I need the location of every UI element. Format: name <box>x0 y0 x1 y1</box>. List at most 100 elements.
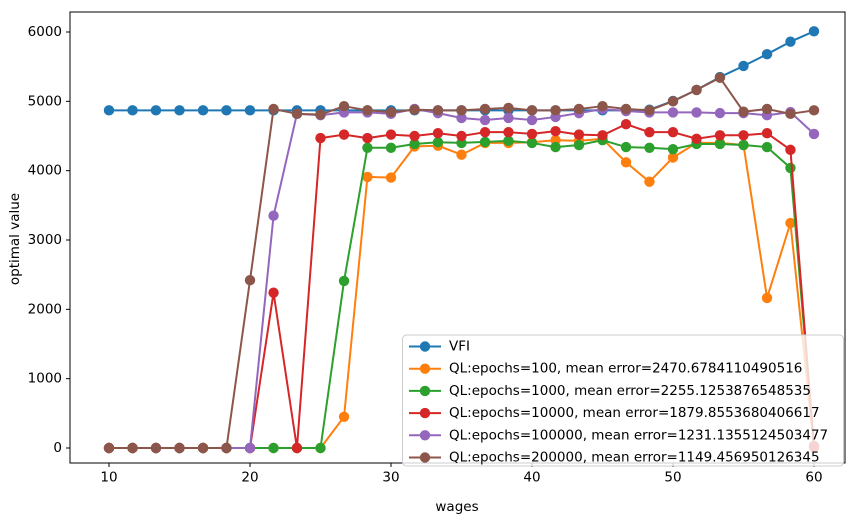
data-point-marker <box>667 143 679 155</box>
data-point-marker <box>385 129 397 140</box>
data-point-marker <box>714 130 726 141</box>
data-point-marker <box>761 141 773 153</box>
data-point-marker <box>103 442 115 454</box>
data-point-marker <box>667 126 679 138</box>
data-point-marker <box>409 104 420 115</box>
legend-label: QL:epochs=10000, mean error=1879.8553680… <box>449 405 820 421</box>
legend-marker-icon <box>419 385 431 397</box>
data-point-marker <box>644 105 655 116</box>
data-point-marker <box>714 138 726 150</box>
data-point-marker <box>573 139 585 151</box>
data-point-marker <box>479 136 491 148</box>
data-point-marker <box>644 126 655 138</box>
data-point-marker <box>573 103 585 115</box>
data-point-marker <box>338 411 350 422</box>
data-point-marker <box>150 105 162 116</box>
data-point-marker <box>761 128 773 139</box>
data-point-marker <box>526 137 538 149</box>
data-point-marker <box>268 103 279 115</box>
data-point-marker <box>127 442 138 454</box>
data-point-marker <box>174 442 185 454</box>
data-point-marker <box>761 48 773 60</box>
data-point-marker <box>315 442 326 454</box>
data-point-marker <box>268 287 279 298</box>
x-tick-label: 20 <box>241 470 258 486</box>
data-point-marker <box>691 84 702 96</box>
data-point-marker <box>644 176 655 187</box>
data-point-marker <box>456 105 467 116</box>
x-tick-label: 50 <box>664 470 681 486</box>
data-point-marker <box>385 106 397 118</box>
data-point-marker <box>691 133 702 144</box>
y-axis-label: optimal value <box>7 192 23 286</box>
data-point-marker <box>714 72 726 83</box>
data-point-marker <box>573 129 585 140</box>
data-point-marker <box>479 103 491 115</box>
data-point-marker <box>315 109 326 120</box>
data-point-marker <box>503 112 514 124</box>
data-point-marker <box>785 36 796 47</box>
data-point-marker <box>785 217 796 229</box>
data-point-marker <box>808 105 820 116</box>
data-point-marker <box>174 105 185 116</box>
data-point-marker <box>197 442 209 454</box>
data-point-marker <box>291 442 303 454</box>
data-point-marker <box>808 128 820 140</box>
data-point-marker <box>667 96 679 107</box>
data-point-marker <box>385 172 397 183</box>
data-point-marker <box>761 103 773 115</box>
data-point-marker <box>456 112 467 124</box>
y-tick-label: 3000 <box>28 232 62 248</box>
x-tick-label: 60 <box>805 470 822 486</box>
legend-entry: QL:epochs=100, mean error=2470.678411049… <box>409 361 802 377</box>
data-point-marker <box>738 139 749 151</box>
y-tick-label: 4000 <box>28 163 62 179</box>
data-point-marker <box>550 141 561 153</box>
legend-marker-icon <box>419 341 431 352</box>
data-point-marker <box>503 135 514 147</box>
legend-label: QL:epochs=100000, mean error=1231.135512… <box>449 427 828 443</box>
data-point-marker <box>409 130 420 142</box>
data-point-marker <box>456 149 467 160</box>
data-point-marker <box>620 103 632 115</box>
data-point-marker <box>479 114 491 126</box>
data-point-marker <box>620 157 632 168</box>
data-point-marker <box>221 105 232 116</box>
data-point-marker <box>244 275 256 286</box>
data-point-marker <box>432 137 444 148</box>
y-tick-label: 2000 <box>28 301 62 317</box>
data-point-marker <box>479 126 491 138</box>
data-point-marker <box>785 108 796 120</box>
legend-label: VFI <box>449 339 470 355</box>
data-point-marker <box>244 442 256 454</box>
legend-label: QL:epochs=200000, mean error=1149.456950… <box>449 450 820 466</box>
data-point-marker <box>268 442 279 454</box>
y-tick-label: 6000 <box>28 24 62 40</box>
data-point-marker <box>291 108 303 120</box>
legend-label: QL:epochs=1000, mean error=2255.12538765… <box>449 383 811 399</box>
legend-marker-icon <box>419 452 431 463</box>
legend-entry: QL:epochs=100000, mean error=1231.135512… <box>409 427 828 443</box>
data-point-marker <box>526 114 538 126</box>
data-point-marker <box>761 292 773 304</box>
data-point-marker <box>667 152 679 163</box>
x-tick-label: 40 <box>523 470 540 486</box>
data-point-marker <box>456 130 467 142</box>
legend-marker-icon <box>419 407 431 419</box>
data-point-marker <box>315 132 326 144</box>
legend-entry: QL:epochs=200000, mean error=1149.456950… <box>409 450 820 466</box>
series-QL:epochs=200000 <box>103 72 820 454</box>
data-point-marker <box>503 102 514 114</box>
data-point-marker <box>620 119 632 130</box>
data-point-marker <box>620 141 632 153</box>
y-tick-label: 0 <box>53 440 62 456</box>
x-axis-label: wages <box>435 499 479 515</box>
x-tick-label: 30 <box>382 470 399 486</box>
legend: VFI QL:epochs=100, mean error=2470.678411… <box>402 334 844 467</box>
data-point-marker <box>738 106 749 117</box>
data-point-marker <box>550 105 561 116</box>
data-point-marker <box>338 129 350 140</box>
data-point-marker <box>644 142 655 153</box>
